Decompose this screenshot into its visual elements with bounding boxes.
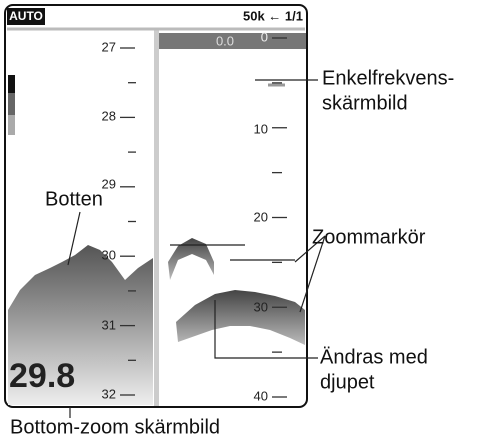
scale-label: 29 — [102, 176, 116, 191]
callout: Ändras med — [320, 346, 428, 368]
scale-label: 28 — [102, 108, 116, 123]
callout: djupet — [320, 371, 375, 393]
edge-marker — [8, 93, 15, 115]
callout: Botten — [45, 188, 103, 210]
scale-label: 40 — [254, 388, 268, 403]
scale-label: 10 — [254, 121, 268, 136]
callout: Bottom-zoom skärmbild — [10, 416, 220, 438]
callout: Enkelfrekvens- — [322, 67, 454, 89]
range-label: 50k ← 1/1 — [243, 8, 303, 23]
offset-label: 0.0 — [216, 33, 234, 48]
scale-label: 0 — [261, 29, 268, 44]
scale-label: 27 — [102, 39, 116, 54]
scale-label: 20 — [254, 209, 268, 224]
scale-label: 30 — [254, 299, 268, 314]
scale-label: 31 — [102, 317, 116, 332]
callout: skärmbild — [322, 92, 408, 114]
diagram: AUTO 50k ← 1/1 0.0 27 28 29 30 31 32 0 1… — [0, 0, 491, 439]
auto-label: AUTO — [9, 9, 43, 23]
scale-label: 30 — [102, 247, 116, 262]
edge-marker — [8, 75, 15, 93]
edge-marker — [8, 115, 15, 135]
scale-label: 32 — [102, 386, 116, 401]
callout: Zoommarkör — [312, 226, 426, 248]
split-divider — [154, 28, 159, 406]
depth-readout: 29.8 — [9, 357, 75, 395]
